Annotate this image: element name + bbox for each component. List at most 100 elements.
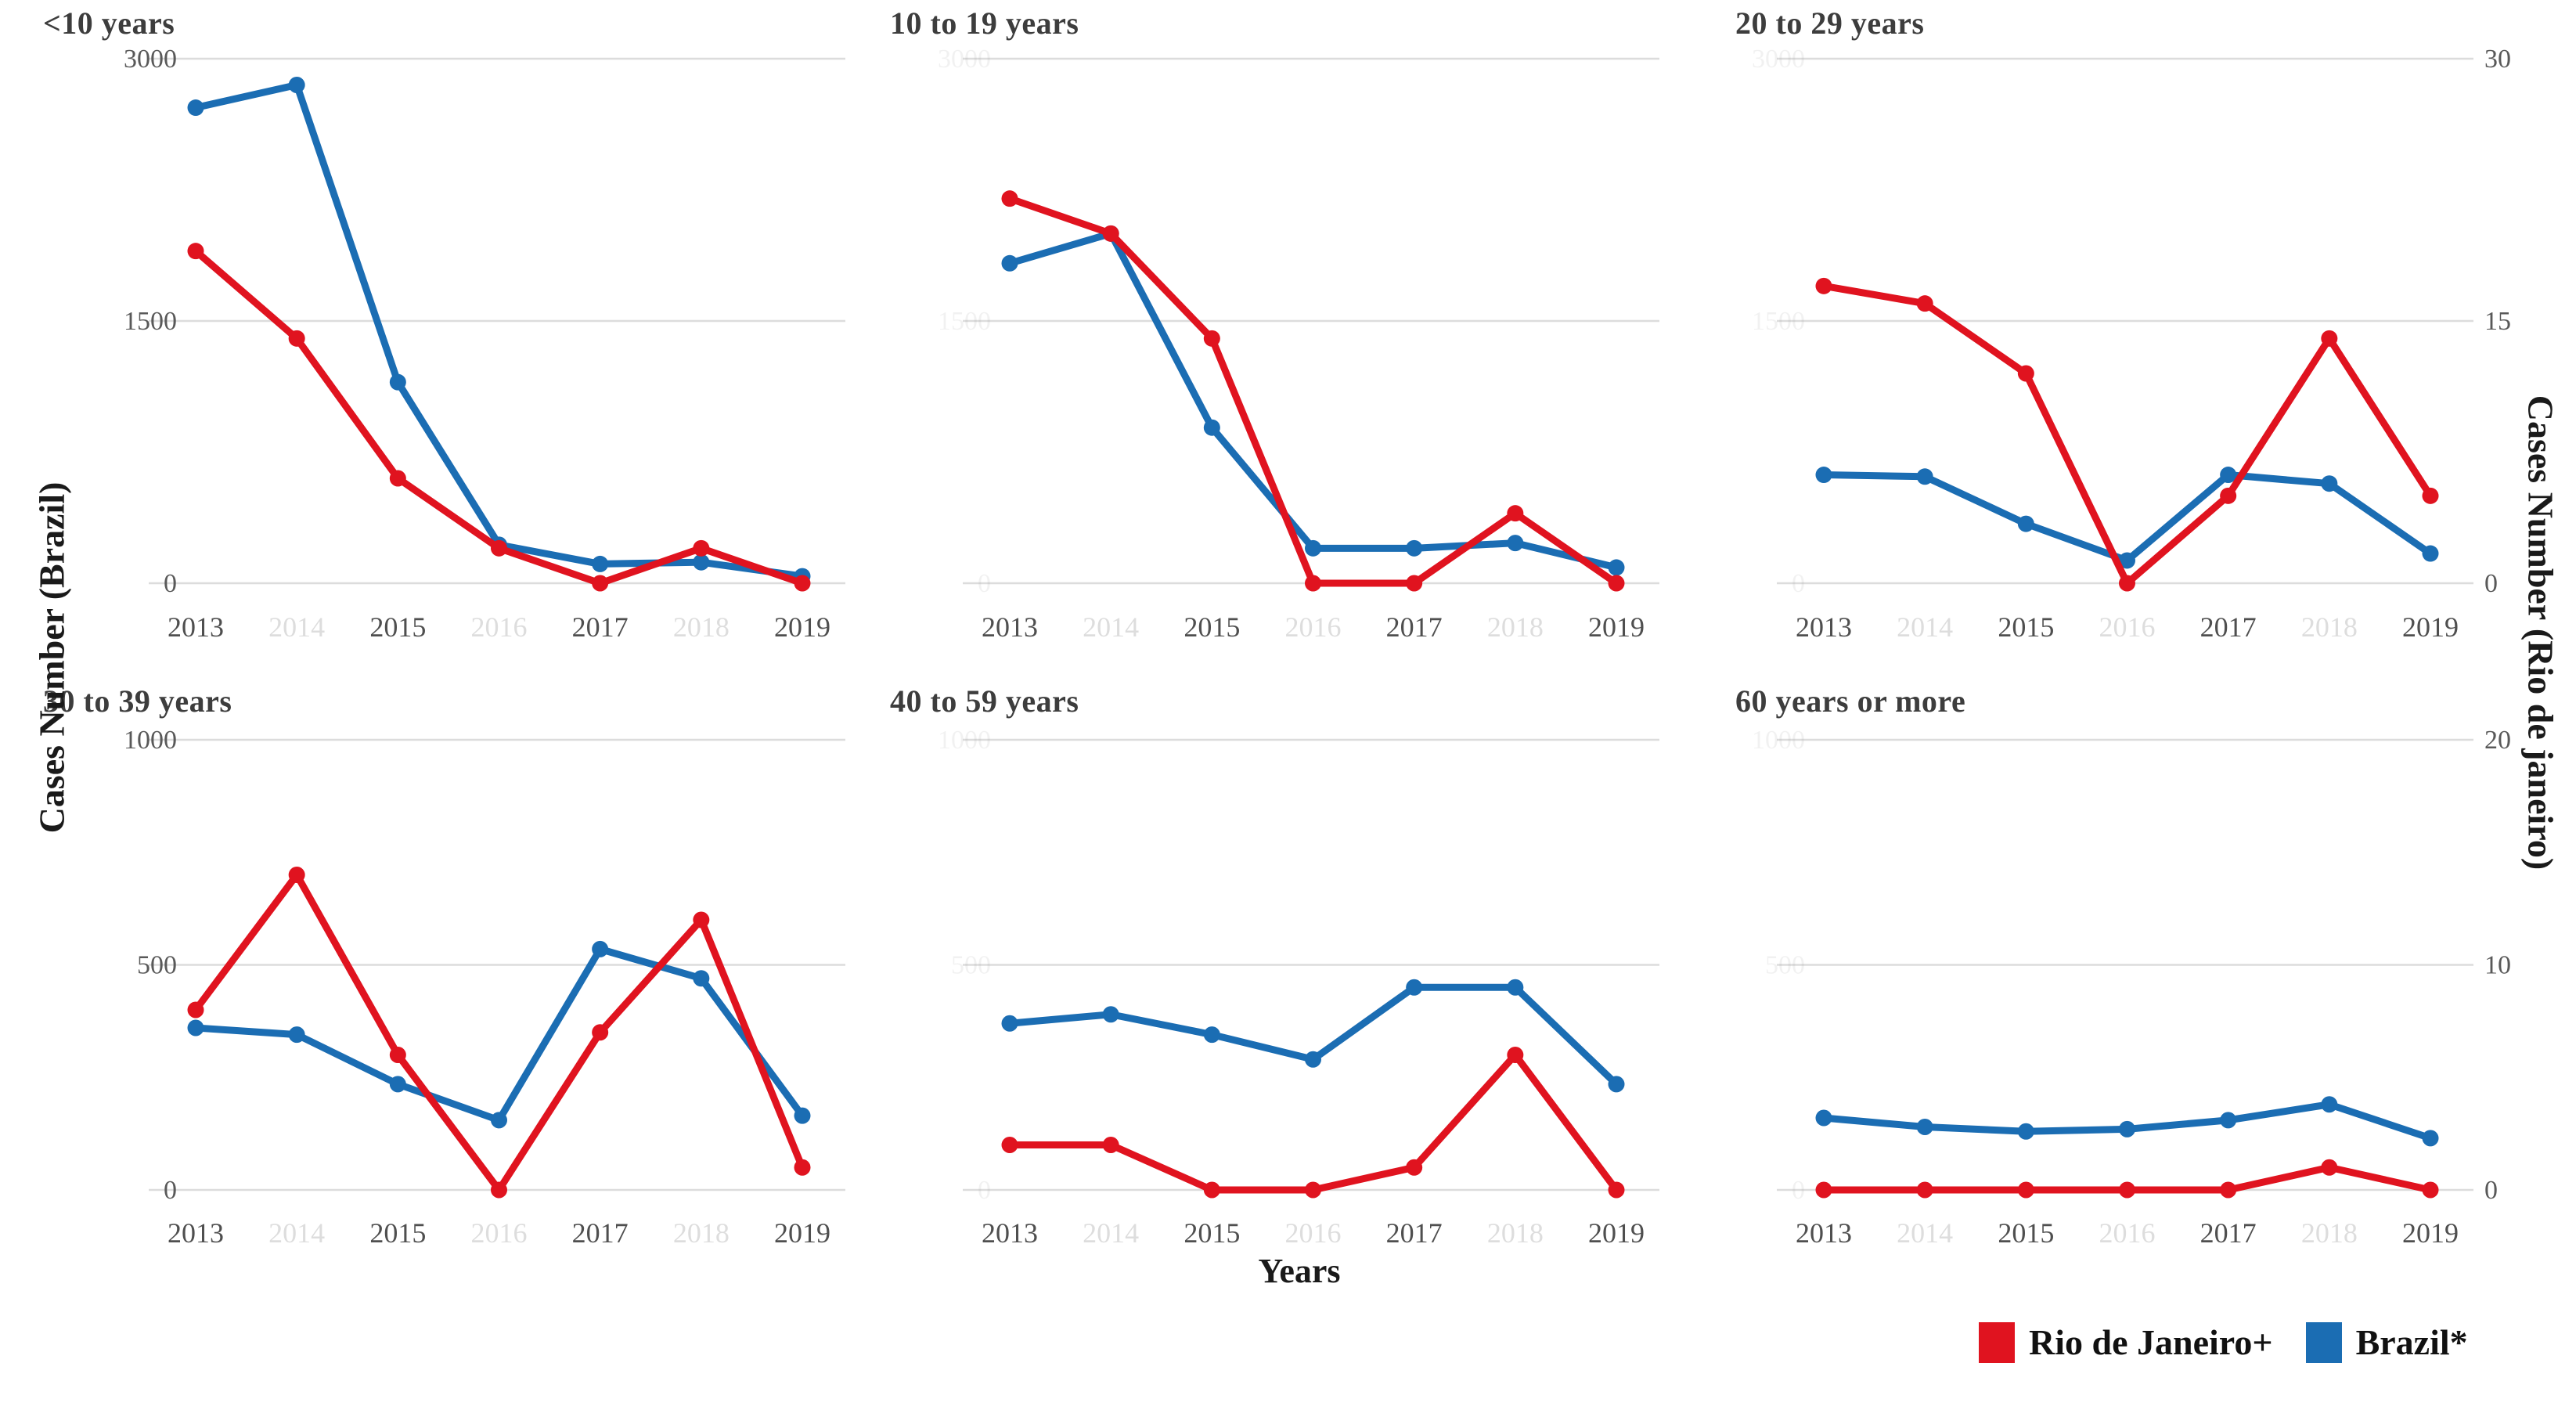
data-point [288,867,305,883]
right-y-tick-label: 30 [2484,45,2511,74]
right-y-tick-label: 20 [2484,726,2511,755]
x-tick-label: 2017 [1386,1217,1443,1249]
series-rio [1815,1159,2439,1199]
x-tick-label: 2019 [774,1217,830,1249]
data-point [389,1047,406,1063]
right-y-tick-label: 0 [2484,569,2498,598]
x-tick-label: 2015 [1184,1217,1240,1249]
data-point [693,553,710,571]
data-point [2422,1181,2439,1199]
data-point [1815,1181,1832,1199]
x-tick-label: 2017 [2200,1217,2257,1249]
gridlines: 0 1500 3000 [938,45,1659,598]
x-tick-label-faded: 2014 [1897,1217,1953,1249]
data-point [794,1107,811,1124]
panel-title-60-plus: 60 years or more [1735,683,1966,719]
series-rio [1815,277,2439,592]
data-point [2017,1123,2034,1140]
data-point [187,1001,204,1018]
data-point [1001,1015,1018,1032]
data-point [1305,1181,1321,1199]
data-point [389,1076,406,1093]
data-point [794,575,811,592]
x-tick-label-faded: 2014 [1083,1217,1139,1249]
left-y-tick-label: 0 [978,1176,991,1205]
x-tick-label: 2013 [1796,1217,1852,1249]
left-y-tick-label: 1500 [938,307,991,336]
x-tick-label: 2015 [1998,1217,2054,1249]
data-point [187,243,204,260]
data-point [389,470,406,487]
series-rio [187,867,811,1199]
x-tick-label-faded: 2016 [471,611,528,643]
x-tick-label: 2015 [369,1217,426,1249]
x-tick-label-faded: 2016 [471,1217,528,1249]
legend-item-rio: Rio de Janeiro+ [1979,1321,2273,1363]
data-point [1608,575,1625,592]
x-tick-label: 2017 [1386,611,1443,643]
data-point [1507,979,1524,996]
legend-label-brazil: Brazil* [2355,1322,2468,1362]
left-y-tick-label: 1000 [124,726,177,755]
data-point [2422,545,2439,562]
series-brazil [1815,1096,2439,1147]
data-point [2119,1120,2135,1137]
x-tick-label: 2015 [369,611,426,643]
series-brazil [1815,467,2439,569]
left-y-tick-label: 0 [1792,1176,1805,1205]
data-point [491,1112,507,1129]
x-tick-label-faded: 2016 [1285,1217,1342,1249]
x-tick-label: 2019 [774,611,830,643]
left-y-tick-label: 3000 [938,45,991,74]
data-point [1203,1181,1220,1199]
x-tick-label: 2013 [168,611,224,643]
line-chart-3: 0 500 1000 2013 2014 2015 2016 2017 2018 2019 [124,726,845,1249]
left-y-tick-label: 1000 [938,726,991,755]
x-axis-title: Years [1258,1252,1341,1290]
series-brazil [187,940,811,1129]
data-point [1815,467,1832,484]
legend-label-rio: Rio de Janeiro+ [2029,1322,2273,1362]
data-point [592,555,609,572]
data-point [1001,1137,1018,1153]
left-y-tick-label: 0 [164,569,177,598]
x-tick-label: 2015 [1998,611,2054,643]
x-tick-label-faded: 2016 [1285,611,1342,643]
data-point [1507,505,1524,522]
panel-title-10-19: 10 to 19 years [890,5,1079,41]
data-point [1406,979,1423,996]
x-tick-label-faded: 2018 [2301,1217,2358,1249]
gridlines: 0 500 1000 [124,726,845,1205]
x-tick-label: 2013 [168,1217,224,1249]
data-point [1815,1109,1832,1127]
line-chart-0: 0 1500 3000 2013 2014 2015 2016 2017 2018 2019 [124,45,845,643]
x-tick-label: 2013 [1796,611,1852,643]
series-brazil [1001,979,1625,1093]
left-y-tick-label: 500 [1765,951,1805,980]
data-point [2017,515,2034,532]
data-point [1916,295,1933,312]
data-point [187,1019,204,1036]
data-point [1608,559,1625,576]
data-point [1507,535,1524,552]
line-chart-4: 0 500 1000 2013 2014 2015 2016 2017 2018 2019 [938,726,1659,1249]
x-tick-label-faded: 2014 [1083,611,1139,643]
x-tick-label-faded: 2014 [1897,611,1953,643]
data-point [1102,225,1119,242]
panel-title-20-29: 20 to 29 years [1735,5,1925,41]
data-point [2321,330,2338,347]
left-y-tick-label: 1500 [124,307,177,336]
left-y-tick-label: 0 [1792,569,1805,598]
data-point [491,539,507,557]
gridlines: 0 1500 3000 [124,45,845,598]
x-tick-label: 2019 [1588,611,1645,643]
series-rio [187,243,811,592]
data-point [1608,1181,1625,1199]
gridlines: 0 1500 3000 0 15 30 [1752,45,2511,598]
panel-title-30-39: 30 to 39 years [43,683,232,719]
data-point [1203,419,1220,436]
data-point [2119,575,2135,592]
x-tick-label: 2019 [2402,611,2459,643]
x-tick-labels: 2013 2014 2015 2016 2017 2018 2019 [168,611,830,643]
